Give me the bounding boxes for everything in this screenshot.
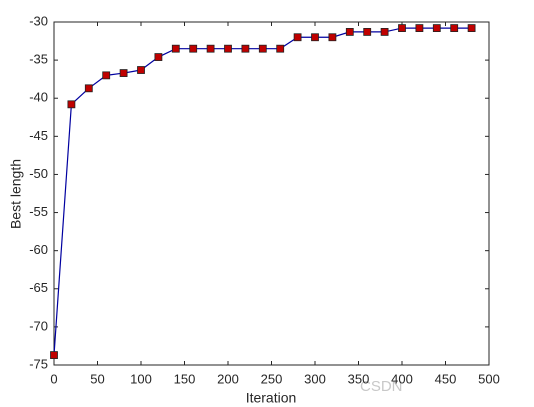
plot-area xyxy=(53,21,490,366)
marker xyxy=(50,351,58,359)
x-tick-label: 250 xyxy=(261,371,283,386)
marker xyxy=(137,66,145,74)
marker xyxy=(67,100,76,109)
marker xyxy=(467,24,476,32)
y-tick-label: -30 xyxy=(29,13,48,28)
marker xyxy=(241,44,250,53)
y-tick-label: -55 xyxy=(29,204,48,219)
y-axis-label: Best length xyxy=(8,159,24,229)
marker xyxy=(432,24,441,32)
y-tick-label: -45 xyxy=(29,128,48,143)
marker xyxy=(415,24,424,32)
x-tick-label: 500 xyxy=(478,371,500,386)
x-tick-label: 450 xyxy=(435,371,457,386)
x-tick-label: 50 xyxy=(90,371,104,386)
marker xyxy=(171,44,180,53)
x-tick-label: 0 xyxy=(50,371,57,386)
marker xyxy=(84,84,93,93)
marker xyxy=(224,44,232,53)
watermark: CSDN xyxy=(360,378,403,395)
y-tick-label: -75 xyxy=(29,356,48,371)
marker xyxy=(102,71,111,80)
y-tick-label: -65 xyxy=(29,280,48,295)
marker xyxy=(276,44,285,53)
x-tick-label: 350 xyxy=(348,371,370,386)
marker xyxy=(154,53,163,61)
marker xyxy=(398,24,406,32)
y-tick-label: -35 xyxy=(29,52,48,67)
y-tick-label: -40 xyxy=(29,90,48,105)
marker xyxy=(189,44,198,53)
y-tick-label: -70 xyxy=(29,318,48,333)
y-tick-label: -50 xyxy=(29,166,48,181)
marker xyxy=(293,33,302,42)
marker xyxy=(345,28,354,36)
x-tick-label: 300 xyxy=(304,371,326,386)
x-axis-label: Iteration xyxy=(246,390,297,406)
x-tick-label: 150 xyxy=(174,371,196,386)
marker xyxy=(311,33,319,42)
x-tick-label: 400 xyxy=(391,371,413,386)
x-tick-label: 100 xyxy=(130,371,152,386)
marker xyxy=(363,28,372,36)
marker xyxy=(258,44,267,53)
marker xyxy=(119,69,128,77)
marker xyxy=(450,24,459,32)
x-tick-label: 200 xyxy=(217,371,239,386)
y-tick-label: -60 xyxy=(29,242,48,257)
marker xyxy=(328,33,337,42)
marker xyxy=(380,28,389,36)
marker xyxy=(206,44,215,53)
